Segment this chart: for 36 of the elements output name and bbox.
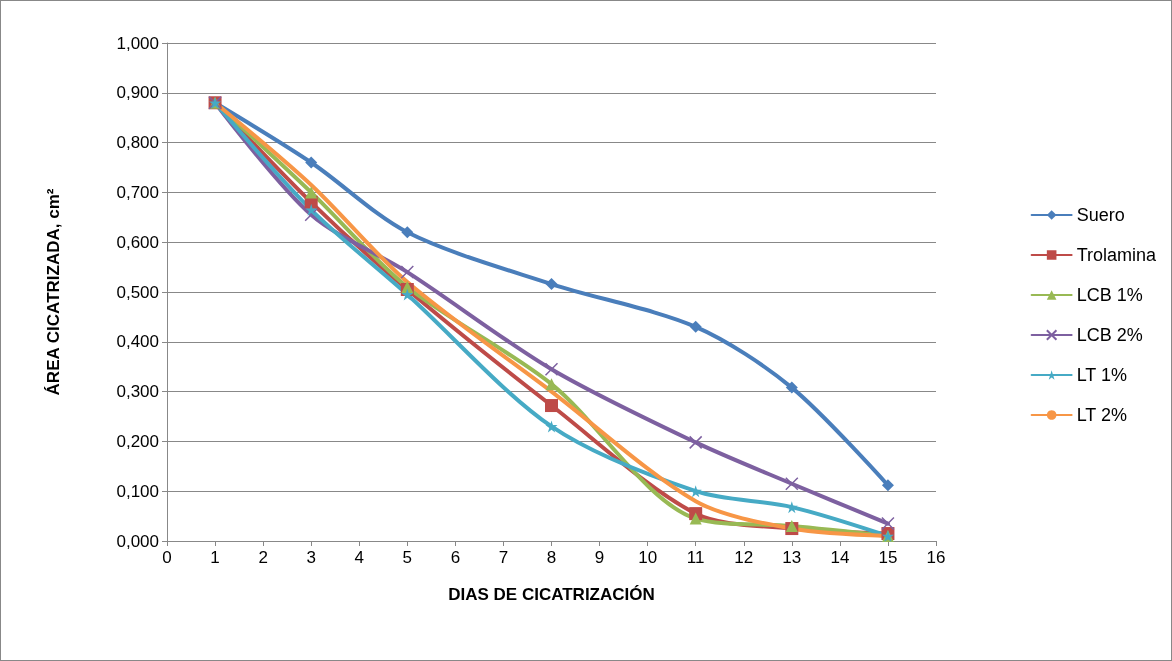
y-tick-label: 0,700: [116, 182, 159, 202]
x-tick-label: 11: [686, 548, 705, 567]
x-tick-label: 3: [306, 548, 316, 567]
x-tick-label: 0: [162, 548, 172, 567]
x-tick-label: 1: [210, 548, 220, 567]
y-tick-label: 0,600: [116, 232, 159, 252]
x-axis-title: DIAS DE CICATRIZACIÓN: [448, 585, 655, 604]
x-tick-label: 4: [354, 548, 364, 567]
y-tick-label: 0,100: [116, 481, 159, 501]
x-tick-label: 13: [782, 548, 802, 567]
x-tick-label: 8: [546, 548, 557, 567]
x-tick-label: 2: [258, 548, 268, 567]
y-tick-label: 0,000: [116, 531, 159, 551]
y-tick-label: 1,000: [116, 33, 159, 53]
y-axis-title: ÁREA CICATRIZADA, cm²: [44, 188, 63, 396]
x-tick-label: 16: [926, 548, 946, 567]
x-tick-label: 14: [830, 548, 850, 567]
x-tick-label: 7: [498, 548, 509, 567]
legend-label: Suero: [1076, 205, 1125, 225]
y-tick-label: 0,500: [116, 282, 159, 302]
legend-label: Trolamina: [1076, 245, 1157, 265]
legend-label: LCB 2%: [1076, 325, 1143, 345]
legend-label: LT 2%: [1076, 405, 1128, 425]
x-tick-label: 5: [402, 548, 413, 567]
x-tick-label: 6: [450, 548, 461, 567]
y-tick-label: 0,200: [116, 431, 159, 451]
x-tick-label: 12: [734, 548, 754, 567]
x-tick-label: 10: [638, 548, 658, 567]
legend-label: LCB 1%: [1076, 285, 1143, 305]
x-tick-label: 15: [878, 548, 898, 567]
y-tick-label: 0,300: [116, 382, 159, 402]
y-tick-label: 0,900: [116, 83, 159, 103]
y-tick-label: 0,800: [116, 133, 159, 153]
legend-label: LT 1%: [1076, 365, 1128, 385]
y-tick-label: 0,400: [116, 332, 159, 352]
x-tick-label: 9: [594, 548, 605, 567]
